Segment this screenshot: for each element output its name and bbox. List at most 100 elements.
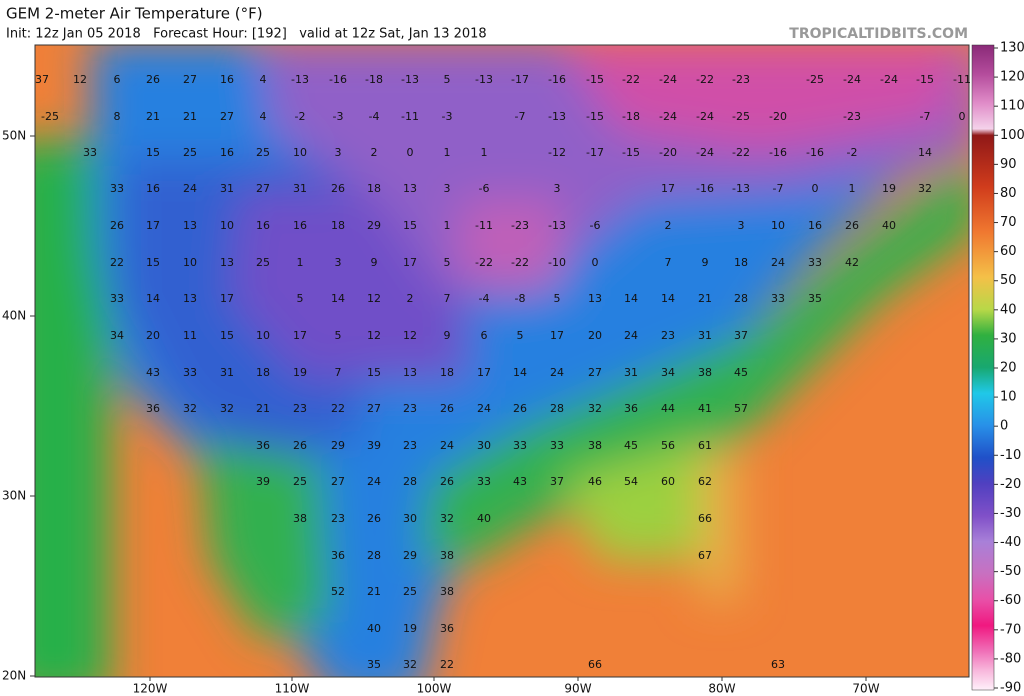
station-value: -10 <box>548 256 566 269</box>
station-value: 32 <box>183 402 197 415</box>
map-field <box>35 45 969 677</box>
colorbar-label: 20 <box>1000 361 1017 376</box>
station-value: 45 <box>624 439 638 452</box>
station-value: 18 <box>734 256 748 269</box>
station-value: 28 <box>403 475 417 488</box>
lon-label: 80W <box>708 682 735 696</box>
station-value: 19 <box>403 622 417 635</box>
station-value: 15 <box>146 256 160 269</box>
station-value: 2 <box>371 146 378 159</box>
station-value: 52 <box>331 585 345 598</box>
station-value: -22 <box>511 256 529 269</box>
station-value: 21 <box>146 110 160 123</box>
station-value: -4 <box>479 292 490 305</box>
station-value: 27 <box>588 366 602 379</box>
station-value: -23 <box>511 219 529 232</box>
lat-label: 50N <box>2 129 26 143</box>
lon-label: 90W <box>564 682 591 696</box>
station-value: 20 <box>146 329 160 342</box>
station-value: 40 <box>882 219 896 232</box>
station-value: 9 <box>444 329 451 342</box>
station-value: 23 <box>403 402 417 415</box>
station-value: -13 <box>548 219 566 232</box>
station-value: -16 <box>548 73 566 86</box>
station-value: 27 <box>220 110 234 123</box>
station-value: -11 <box>953 73 971 86</box>
station-value: 17 <box>146 219 160 232</box>
station-value: -22 <box>622 73 640 86</box>
station-value: 8 <box>114 110 121 123</box>
station-value: 7 <box>444 292 451 305</box>
colorbar-gradient <box>971 44 995 691</box>
station-value: 26 <box>440 475 454 488</box>
colorbar-label: 80 <box>1000 186 1017 201</box>
station-value: 56 <box>661 439 675 452</box>
station-value: 61 <box>698 439 712 452</box>
station-value: -16 <box>696 182 714 195</box>
colorbar-label: 50 <box>1000 273 1017 288</box>
station-value: 38 <box>440 585 454 598</box>
station-value: 26 <box>845 219 859 232</box>
station-value: 0 <box>407 146 414 159</box>
station-value: 26 <box>513 402 527 415</box>
station-value: 10 <box>293 146 307 159</box>
station-value: 14 <box>146 292 160 305</box>
station-value: -24 <box>843 73 861 86</box>
station-value: 66 <box>698 512 712 525</box>
station-value: 36 <box>440 622 454 635</box>
colorbar-label: -60 <box>1000 593 1021 608</box>
station-value: 30 <box>477 439 491 452</box>
station-value: 25 <box>256 146 270 159</box>
station-value: -4 <box>369 110 380 123</box>
station-value: 41 <box>698 402 712 415</box>
station-value: 35 <box>808 292 822 305</box>
station-value: 29 <box>403 549 417 562</box>
station-value: 9 <box>702 256 709 269</box>
station-value: 10 <box>771 219 785 232</box>
colorbar-label: -80 <box>1000 651 1021 666</box>
station-value: 21 <box>183 110 197 123</box>
station-value: 40 <box>367 622 381 635</box>
colorbar-label: 120 <box>1000 70 1024 85</box>
station-value: 22 <box>331 402 345 415</box>
station-value: 0 <box>592 256 599 269</box>
station-value: -15 <box>622 146 640 159</box>
station-value: 26 <box>367 512 381 525</box>
station-value: 7 <box>335 366 342 379</box>
station-value: -2 <box>295 110 306 123</box>
station-value: 15 <box>220 329 234 342</box>
colorbar-label: -20 <box>1000 477 1021 492</box>
station-value: -16 <box>329 73 347 86</box>
station-value: 5 <box>554 292 561 305</box>
station-value: -15 <box>586 73 604 86</box>
station-value: 36 <box>256 439 270 452</box>
station-value: 13 <box>183 219 197 232</box>
station-value: 9 <box>371 256 378 269</box>
map-frame <box>34 44 970 678</box>
station-value: -13 <box>548 110 566 123</box>
station-value: 25 <box>256 256 270 269</box>
station-value: 32 <box>918 182 932 195</box>
station-value: 60 <box>661 475 675 488</box>
colorbar-label: 10 <box>1000 390 1017 405</box>
station-value: 29 <box>331 439 345 452</box>
station-value: 38 <box>698 366 712 379</box>
station-value: 17 <box>403 256 417 269</box>
station-value: 23 <box>331 512 345 525</box>
colorbar-label: -30 <box>1000 506 1021 521</box>
station-value: 14 <box>513 366 527 379</box>
station-value: -25 <box>806 73 824 86</box>
station-value: 32 <box>403 658 417 671</box>
station-value: 24 <box>550 366 564 379</box>
station-value: 14 <box>661 292 675 305</box>
station-value: 33 <box>550 439 564 452</box>
lon-label: 100W <box>417 682 452 696</box>
station-value: 22 <box>110 256 124 269</box>
station-value: 13 <box>403 182 417 195</box>
station-value: 35 <box>367 658 381 671</box>
station-value: -12 <box>548 146 566 159</box>
station-value: 38 <box>293 512 307 525</box>
station-value: -24 <box>659 73 677 86</box>
station-value: 24 <box>183 182 197 195</box>
station-value: 32 <box>220 402 234 415</box>
